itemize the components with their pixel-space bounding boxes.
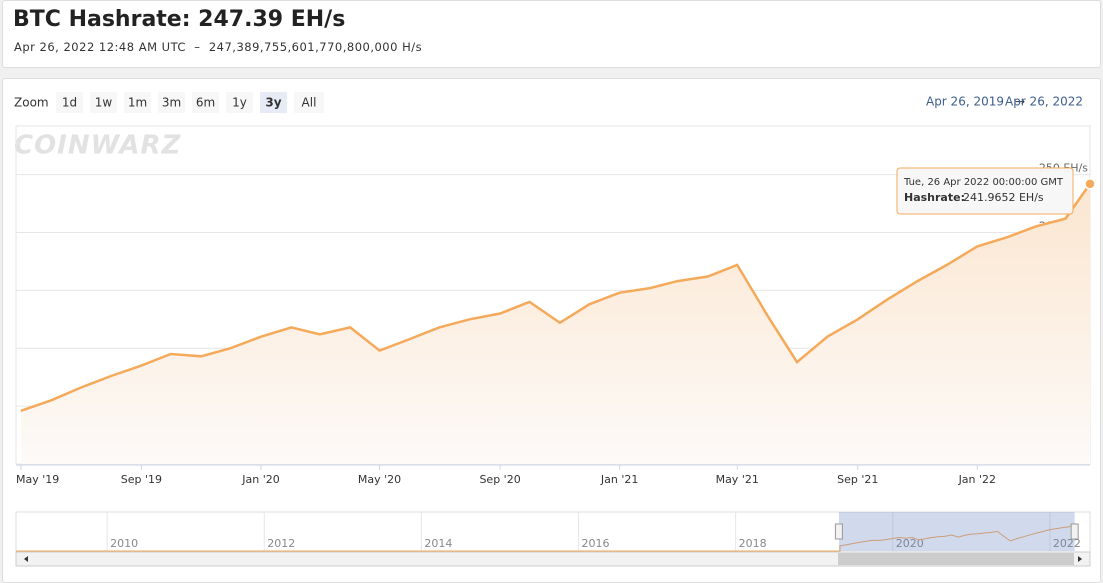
- navigator-tick-label: 2014: [424, 537, 452, 550]
- x-tick-label: May '20: [358, 473, 401, 486]
- zoom-label: Zoom: [14, 96, 49, 110]
- zoom-button-label: 3m: [162, 96, 181, 110]
- x-tick-label: Jan '21: [600, 473, 638, 486]
- navigator-series: [16, 522, 1075, 552]
- hashrate-line: [20, 183, 1092, 412]
- scrollbar-thumb[interactable]: [838, 553, 1074, 565]
- x-tick-label: May '21: [716, 473, 759, 486]
- zoom-button[interactable]: [158, 92, 185, 113]
- zoom-button[interactable]: [124, 92, 151, 113]
- header-card: BTC Hashrate: 247.39 EH/s Apr 26, 2022 1…: [2, 0, 1101, 68]
- zoom-button-label: 1d: [62, 96, 77, 110]
- zoom-button[interactable]: [192, 92, 219, 113]
- navigator-tick-label: 2016: [582, 537, 610, 550]
- x-tick-label: Jan '22: [958, 473, 996, 486]
- navigator-tick-label: 2020: [896, 537, 924, 550]
- raw-value: 247,389,755,601,770,800,000 H/s: [208, 40, 423, 54]
- x-tick-label: Jan '20: [241, 473, 279, 486]
- scrollbar: [15, 551, 1091, 567]
- timestamp: Apr 26, 2022 12:48 AM UTC: [14, 40, 186, 54]
- zoom-button[interactable]: [294, 92, 324, 113]
- zoom-button-label: 3y: [265, 96, 281, 110]
- zoom-button[interactable]: [226, 92, 253, 113]
- navigator-tick-label: 2012: [267, 537, 295, 550]
- watermark: COINWARZ: [14, 131, 182, 161]
- zoom-button-label: All: [302, 96, 317, 110]
- tooltip-box: [896, 167, 1074, 215]
- navigator-tick-label: 2018: [739, 537, 767, 550]
- tooltip-value: 241.9652 EH/s: [963, 191, 1044, 204]
- range-arrow: →: [1015, 95, 1025, 109]
- x-tick-label: Sep '19: [121, 473, 162, 486]
- zoom-button[interactable]: [56, 92, 83, 113]
- range-to: Apr 26, 2022: [1005, 95, 1083, 109]
- navigator-handle[interactable]: [834, 523, 843, 540]
- x-tick-label: Sep '20: [479, 473, 520, 486]
- separator: –: [194, 40, 201, 54]
- zoom-button-label: 1m: [128, 96, 147, 110]
- navigator-tick-label: 2010: [110, 537, 138, 550]
- zoom-button-label: 1w: [95, 96, 113, 110]
- subtitle: Apr 26, 2022 12:48 AM UTC – 247,389,755,…: [14, 40, 422, 54]
- navigator-handle[interactable]: [1070, 523, 1079, 540]
- x-tick-label: Sep '21: [837, 473, 878, 486]
- navigator-mask: [838, 512, 1075, 551]
- zoom-button[interactable]: [90, 92, 117, 113]
- area-fill: [20, 183, 1090, 464]
- zoom-button-label: 1y: [232, 96, 247, 110]
- navigator-frame: [15, 511, 1091, 553]
- hover-marker: [1084, 178, 1096, 190]
- tooltip-label: Hashrate:: [904, 191, 965, 204]
- range-from: Apr 26, 2019: [926, 95, 1004, 109]
- zoom-button-label: 6m: [196, 96, 215, 110]
- page-title: BTC Hashrate: 247.39 EH/s: [13, 7, 346, 32]
- x-tick-label: May '19: [16, 473, 59, 486]
- navigator-tick-label: 2022: [1053, 537, 1081, 550]
- zoom-button[interactable]: [260, 92, 287, 113]
- tooltip-date: Tue, 26 Apr 2022 00:00:00 GMT: [903, 177, 1064, 188]
